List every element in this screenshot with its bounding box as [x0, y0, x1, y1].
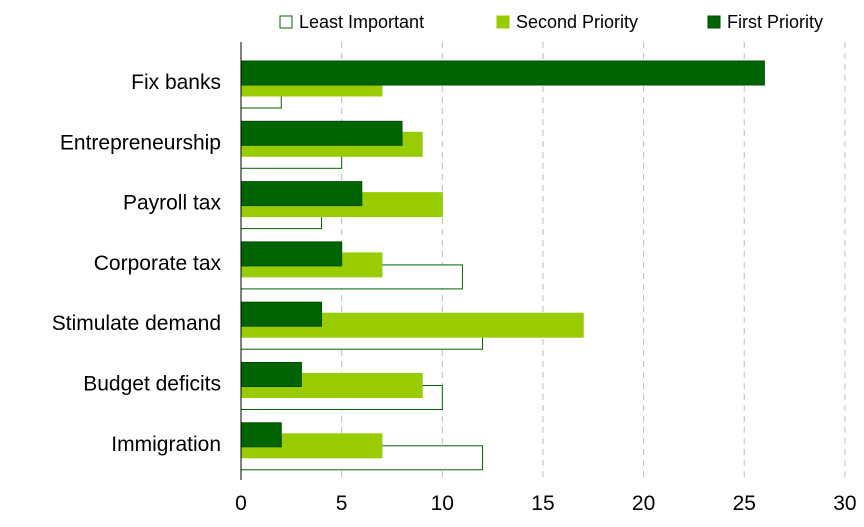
bar-first-priority [240, 60, 765, 86]
bar-first-priority [240, 181, 363, 207]
x-tick-label: 25 [733, 492, 756, 515]
legend: Least Important Second Priority First Prio… [279, 12, 823, 32]
bar-first-priority [240, 120, 403, 146]
bar-first-priority [240, 301, 323, 327]
bars [240, 60, 765, 471]
category-label: Stimulate demand [52, 312, 221, 335]
category-label: Budget deficits [83, 373, 221, 396]
legend-label: First Priority [727, 12, 823, 32]
x-tick-label: 20 [632, 492, 655, 515]
x-tick-label: 15 [531, 492, 554, 515]
category-label: Fix banks [131, 71, 221, 94]
x-tick-label: 5 [336, 492, 348, 515]
x-tick-labels: 0 5 10 15 20 25 30 [235, 492, 856, 515]
category-label: Payroll tax [123, 192, 222, 215]
category-labels: Fix banks Entrepreneurship Payroll tax Corp… [52, 71, 222, 456]
gridlines [341, 42, 846, 480]
legend-swatch [496, 15, 510, 29]
x-tick-label: 10 [431, 492, 454, 515]
bar-first-priority [240, 422, 282, 448]
legend-swatch [279, 15, 293, 29]
legend-label: Second Priority [516, 12, 638, 32]
bar-first-priority [240, 241, 343, 267]
category-label: Immigration [111, 433, 221, 456]
legend-label: Least Important [299, 12, 424, 32]
x-tick-label: 0 [235, 492, 247, 515]
category-label: Corporate tax [94, 252, 222, 275]
legend-swatch [707, 15, 721, 29]
bar-first-priority [240, 362, 302, 387]
category-label: Entrepreneurship [60, 131, 221, 154]
x-tick-label: 30 [833, 492, 856, 515]
